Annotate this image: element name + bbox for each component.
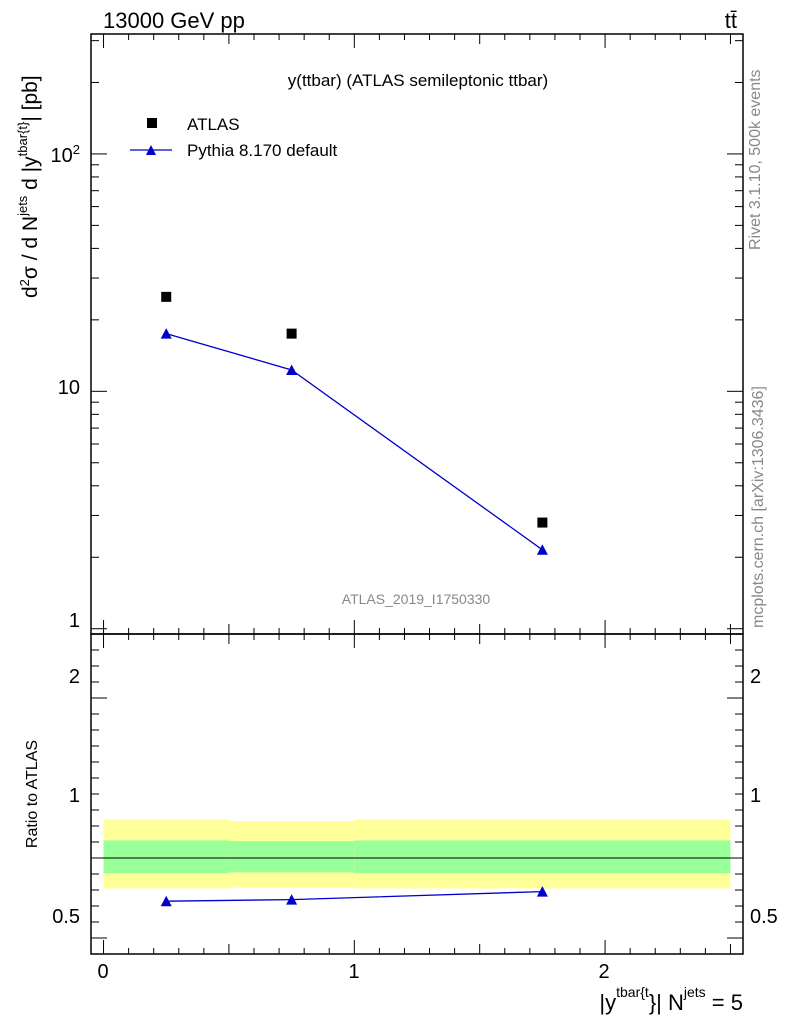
pythia-line	[166, 332, 543, 551]
pythia-ratio-point	[536, 886, 548, 897]
ratio-tick-label-05-left: 0.5	[52, 906, 80, 928]
pythia-ratio-point	[160, 895, 172, 907]
x-axis-label: |ytbar{t}| Njets = 5	[599, 984, 743, 1015]
pythia-data-point	[536, 544, 548, 555]
ratio-panel-frame	[90, 633, 744, 955]
ratio-tick-label-1-right: 1	[750, 785, 761, 807]
pythia-data-point	[160, 328, 172, 339]
green-band	[354, 840, 731, 874]
x-tick-label-2: 2	[598, 961, 609, 983]
atlas-data-point	[286, 328, 297, 339]
ratio-uncertainty-bands	[103, 819, 731, 889]
x-tick-label-1: 1	[348, 961, 359, 983]
process-label: tt̄	[725, 8, 737, 33]
legend-pythia-marker	[146, 145, 156, 155]
plot-title: y(ttbar) (ATLAS semileptonic ttbar)	[288, 71, 548, 90]
x-tick-label-0: 0	[97, 961, 108, 983]
legend-pythia-label: Pythia 8.170 default	[187, 141, 338, 160]
pythia-ratio-line	[166, 890, 543, 902]
ratio-y-axis-label: Ratio to ATLAS	[24, 740, 41, 848]
ratio-tick-label-05-right: 0.5	[750, 906, 778, 928]
pythia-ratio-point	[286, 894, 298, 905]
atlas-data-point	[161, 291, 172, 302]
ratio-tick-label-2-left: 2	[69, 666, 80, 688]
energy-label: 13000 GeV pp	[103, 8, 245, 33]
ratio-tick-label-1-left: 1	[69, 785, 80, 807]
y-tick-label-10: 10	[58, 377, 80, 399]
legend: ATLAS Pythia 8.170 default	[130, 115, 338, 160]
analysis-id: ATLAS_2019_I1750330	[342, 591, 491, 607]
source-label: mcplots.cern.ch [arXiv:1306.3436]	[750, 386, 767, 628]
legend-atlas-marker	[147, 118, 157, 128]
legend-atlas-label: ATLAS	[187, 115, 240, 134]
rivet-version-label: Rivet 3.1.10, 500k events	[747, 69, 764, 250]
pythia-data-point	[286, 364, 298, 375]
y-tick-label-100: 102	[51, 142, 80, 167]
atlas-data-point	[537, 517, 548, 528]
axis-ticks	[91, 34, 743, 954]
main-plot-marks	[160, 291, 548, 555]
y-tick-label-1: 1	[69, 610, 80, 632]
ratio-plot-marks	[160, 886, 548, 907]
y-axis-label: d2σ / d Njets d |ytbar{t}| [pb]	[15, 75, 42, 298]
green-band	[103, 840, 229, 874]
ratio-tick-label-2-right: 2	[750, 666, 761, 688]
green-band	[228, 841, 355, 873]
